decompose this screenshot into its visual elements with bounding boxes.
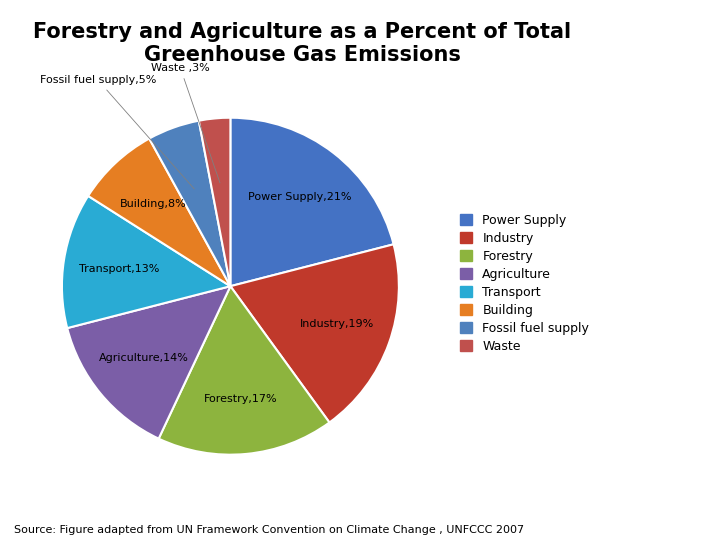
Wedge shape (149, 121, 230, 286)
Text: Forestry and Agriculture as a Percent of Total
Greenhouse Gas Emissions: Forestry and Agriculture as a Percent of… (33, 22, 572, 65)
Text: Power Supply,21%: Power Supply,21% (248, 192, 351, 202)
Wedge shape (199, 118, 230, 286)
Wedge shape (67, 286, 230, 438)
Wedge shape (230, 244, 399, 422)
Text: Building,8%: Building,8% (120, 199, 186, 209)
Text: Source: Figure adapted from UN Framework Convention on Climate Change , UNFCCC 2: Source: Figure adapted from UN Framework… (14, 524, 525, 535)
Legend: Power Supply, Industry, Forestry, Agriculture, Transport, Building, Fossil fuel : Power Supply, Industry, Forestry, Agricu… (460, 214, 589, 353)
Text: Forestry,17%: Forestry,17% (204, 394, 278, 403)
Wedge shape (158, 286, 330, 455)
Text: Industry,19%: Industry,19% (300, 320, 374, 329)
Text: Waste ,3%: Waste ,3% (151, 63, 220, 183)
Text: Transport,13%: Transport,13% (78, 264, 159, 274)
Text: Agriculture,14%: Agriculture,14% (99, 353, 189, 363)
Wedge shape (230, 118, 394, 286)
Wedge shape (62, 196, 230, 328)
Wedge shape (88, 139, 230, 286)
Text: Fossil fuel supply,5%: Fossil fuel supply,5% (40, 75, 194, 189)
